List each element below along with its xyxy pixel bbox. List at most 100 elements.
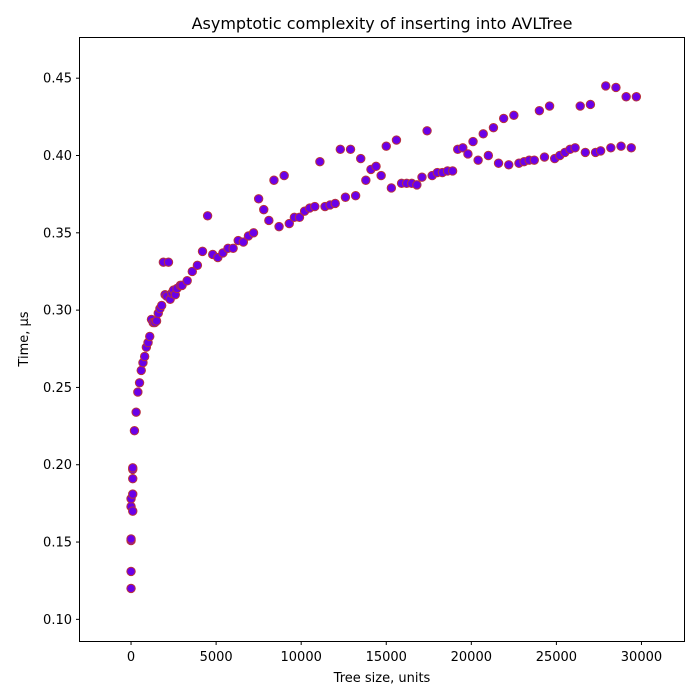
- data-point: [463, 149, 473, 159]
- data-point: [139, 351, 150, 362]
- data-point: [606, 143, 616, 153]
- data-point: [145, 331, 155, 342]
- data-point: [376, 170, 386, 181]
- data-point: [350, 191, 361, 201]
- data-point: [274, 221, 284, 232]
- data-point: [509, 110, 519, 121]
- data-point: [340, 192, 351, 202]
- data-point: [473, 155, 483, 165]
- data-point: [544, 101, 555, 111]
- data-point: [197, 246, 208, 257]
- data-point: [151, 316, 162, 326]
- y-tick-label: 0.40: [43, 149, 72, 164]
- data-point: [192, 260, 203, 270]
- data-point: [163, 257, 174, 267]
- data-point: [136, 365, 146, 376]
- data-point: [284, 218, 294, 229]
- data-point: [264, 215, 274, 226]
- plot-frame: [79, 37, 685, 642]
- data-point: [534, 105, 545, 116]
- data-point: [187, 266, 197, 277]
- data-points: [126, 81, 642, 594]
- x-tick-label: 10000: [281, 650, 322, 665]
- data-point: [126, 534, 136, 544]
- data-point: [128, 463, 138, 473]
- data-point: [294, 212, 305, 223]
- data-point: [133, 387, 143, 397]
- x-tick-label: 30000: [621, 650, 662, 665]
- data-point: [156, 300, 167, 311]
- data-point: [259, 204, 269, 215]
- data-point: [488, 122, 499, 133]
- data-point: [575, 101, 585, 111]
- data-point: [248, 228, 259, 238]
- data-point: [202, 211, 213, 221]
- data-point: [253, 194, 264, 204]
- x-tick-label: 25000: [536, 650, 577, 665]
- x-tick-label: 15000: [366, 650, 407, 665]
- data-point: [595, 146, 606, 156]
- data-point: [310, 201, 320, 212]
- x-tick-label: 0: [127, 650, 135, 665]
- data-point: [134, 378, 145, 388]
- data-point: [131, 407, 141, 417]
- axis-ticks: 0 5000 10000 15000 20000 25000 30000 0.10 0.15 0.…: [43, 72, 662, 665]
- data-point: [447, 166, 458, 176]
- data-point: [458, 143, 468, 153]
- data-point: [335, 144, 346, 155]
- data-point: [468, 136, 478, 147]
- data-point: [626, 143, 636, 153]
- y-tick-label: 0.45: [43, 72, 72, 87]
- data-point: [498, 113, 509, 124]
- y-axis-label: Time, µs: [17, 311, 32, 367]
- data-point: [381, 141, 391, 151]
- data-point: [126, 566, 136, 577]
- y-tick-label: 0.30: [43, 304, 72, 319]
- data-point: [269, 175, 279, 185]
- data-point: [616, 141, 626, 151]
- data-point: [493, 158, 504, 168]
- data-point: [356, 153, 366, 164]
- x-tick-label: 5000: [200, 650, 233, 665]
- x-axis-label: Tree size, units: [333, 671, 431, 686]
- y-tick-label: 0.20: [43, 458, 72, 473]
- data-point: [182, 276, 192, 286]
- data-point: [126, 583, 136, 594]
- data-point: [128, 473, 138, 484]
- data-point: [478, 129, 488, 139]
- data-point: [345, 144, 356, 155]
- data-point: [228, 243, 238, 253]
- chart-title: Asymptotic complexity of inserting into …: [192, 14, 573, 33]
- data-point: [483, 150, 494, 161]
- y-tick-label: 0.35: [43, 226, 72, 241]
- data-point: [315, 156, 325, 167]
- y-tick-label: 0.15: [43, 536, 72, 551]
- data-point: [631, 92, 642, 102]
- data-point: [238, 237, 249, 247]
- data-point: [412, 180, 422, 190]
- data-point: [601, 81, 611, 91]
- data-point: [585, 99, 596, 110]
- data-point: [330, 198, 340, 209]
- data-point: [417, 172, 427, 182]
- data-point: [621, 92, 631, 102]
- data-point: [539, 152, 550, 162]
- data-point: [386, 183, 397, 193]
- data-point: [129, 426, 140, 436]
- data-point: [580, 147, 591, 158]
- data-point: [611, 82, 621, 93]
- data-point: [391, 135, 402, 145]
- data-point: [361, 175, 371, 185]
- y-tick-label: 0.10: [43, 613, 72, 628]
- data-point: [504, 160, 514, 170]
- data-point: [279, 170, 289, 181]
- data-point: [371, 161, 381, 172]
- data-point: [570, 143, 580, 153]
- data-point: [422, 126, 432, 136]
- data-point: [529, 155, 539, 165]
- y-tick-label: 0.25: [43, 381, 72, 396]
- data-point: [128, 506, 138, 516]
- data-point: [128, 489, 138, 499]
